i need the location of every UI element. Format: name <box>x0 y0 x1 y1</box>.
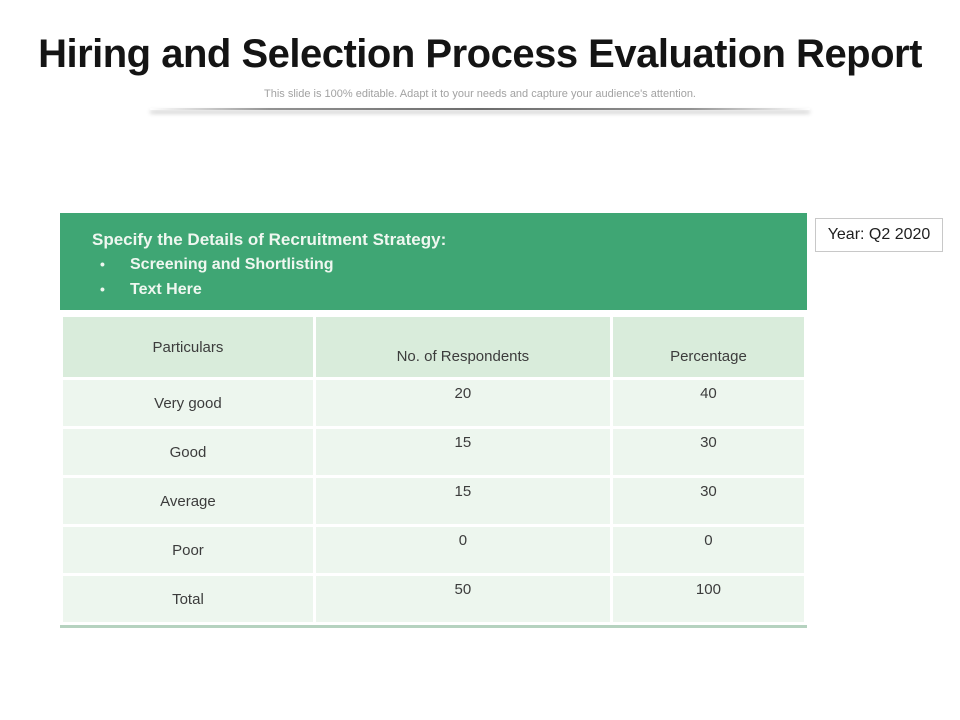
cell-percentage: 0 <box>612 527 804 573</box>
evaluation-table-grid: Particulars No. of Respondents Percentag… <box>60 314 807 625</box>
col-header-respondents: No. of Respondents <box>315 317 610 377</box>
cell-particulars: Average <box>63 478 313 524</box>
slide-subtitle: This slide is 100% editable. Adapt it to… <box>264 88 696 100</box>
cell-particulars: Poor <box>63 527 313 573</box>
page-title: Hiring and Selection Process Evaluation … <box>38 32 922 76</box>
table-row: Good 15 30 <box>63 429 804 475</box>
strategy-heading: Specify the Details of Recruitment Strat… <box>92 230 447 249</box>
table-row-total: Total 50 100 <box>63 576 804 622</box>
divider <box>150 108 810 110</box>
year-badge-label: Year: Q2 2020 <box>827 226 931 243</box>
cell-respondents: 20 <box>315 380 610 426</box>
cell-percentage: 100 <box>612 576 804 622</box>
col-header-percentage: Percentage <box>612 317 804 377</box>
cell-particulars: Total <box>63 576 313 622</box>
table-row: Poor 0 0 <box>63 527 804 573</box>
strategy-bullet-item: Text Here <box>100 277 787 302</box>
cell-respondents: 15 <box>315 429 610 475</box>
year-badge: Year: Q2 2020 <box>815 218 943 252</box>
table-header-row: Particulars No. of Respondents Percentag… <box>63 317 804 377</box>
evaluation-table: Particulars No. of Respondents Percentag… <box>60 314 807 628</box>
cell-percentage: 30 <box>612 478 804 524</box>
cell-respondents: 0 <box>315 527 610 573</box>
cell-percentage: 30 <box>612 429 804 475</box>
cell-percentage: 40 <box>612 380 804 426</box>
table-row: Average 15 30 <box>63 478 804 524</box>
table-row: Very good 20 40 <box>63 380 804 426</box>
cell-particulars: Very good <box>63 380 313 426</box>
col-header-particulars: Particulars <box>63 317 313 377</box>
recruitment-strategy-box: Specify the Details of Recruitment Strat… <box>60 213 807 310</box>
cell-particulars: Good <box>63 429 313 475</box>
cell-respondents: 50 <box>315 576 610 622</box>
strategy-bullet-item: Screening and Shortlisting <box>100 252 787 277</box>
strategy-bullet-list: Screening and Shortlisting Text Here <box>92 252 787 302</box>
cell-respondents: 15 <box>315 478 610 524</box>
